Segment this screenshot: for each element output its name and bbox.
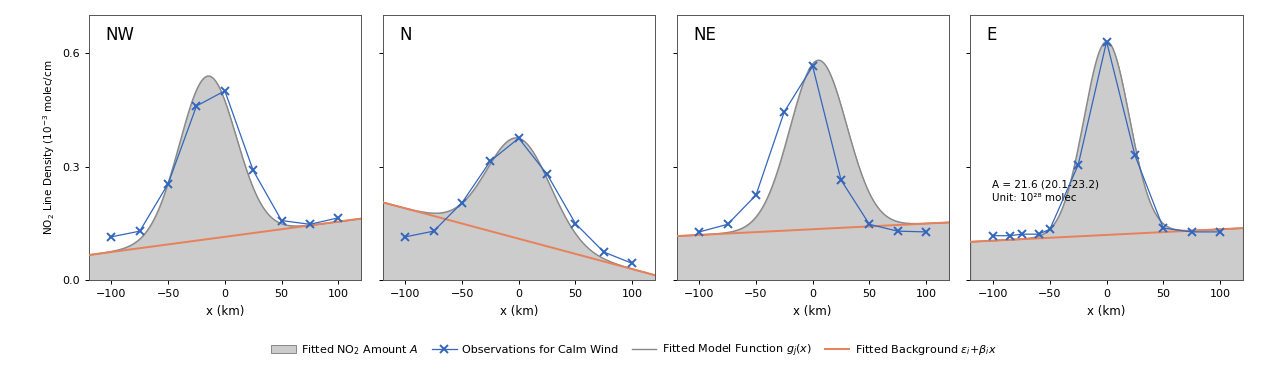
Text: E: E [987,25,997,44]
Legend: Fitted NO$_2$ Amount $A$, Observations for Calm Wind, Fitted Model Function $g_j: Fitted NO$_2$ Amount $A$, Observations f… [266,338,1002,363]
X-axis label: x (km): x (km) [1088,305,1126,318]
Text: NE: NE [692,25,716,44]
Text: A = 21.6 (20.1-23.2)
Unit: 10²⁸ molec: A = 21.6 (20.1-23.2) Unit: 10²⁸ molec [993,180,1099,203]
Text: NW: NW [105,25,134,44]
Y-axis label: NO$_2$ Line Density (10$^{-3}$ molec/cm: NO$_2$ Line Density (10$^{-3}$ molec/cm [41,60,57,235]
Text: N: N [399,25,412,44]
X-axis label: x (km): x (km) [205,305,243,318]
X-axis label: x (km): x (km) [794,305,832,318]
X-axis label: x (km): x (km) [500,305,538,318]
